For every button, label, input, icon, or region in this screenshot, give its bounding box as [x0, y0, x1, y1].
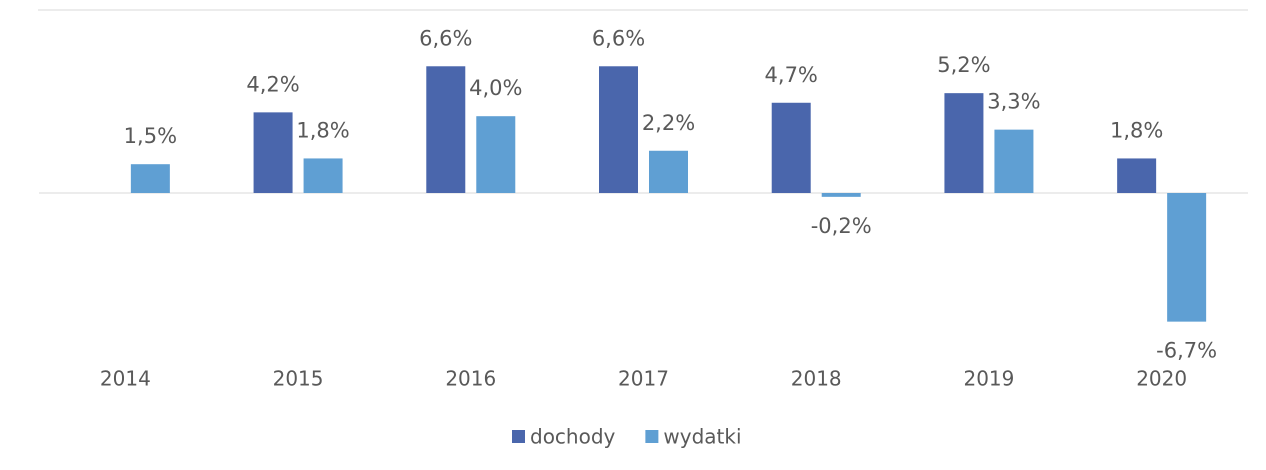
x-tick-label: 2014	[100, 367, 151, 391]
bar	[426, 66, 466, 193]
bar	[130, 164, 170, 193]
bar	[994, 129, 1034, 193]
data-label: 4,2%	[246, 72, 299, 96]
bar	[1167, 193, 1207, 322]
data-label: 6,6%	[592, 26, 645, 50]
data-label: 4,7%	[765, 63, 818, 87]
data-label: 6,6%	[419, 26, 472, 50]
x-tick-label: 2016	[445, 367, 496, 391]
data-label: 1,8%	[1110, 118, 1163, 142]
data-label: -0,2%	[811, 214, 872, 238]
data-label: -6,7%	[1156, 339, 1217, 363]
data-label: 5,2%	[937, 53, 990, 77]
x-tick-label: 2020	[1136, 367, 1187, 391]
legend-swatch	[512, 430, 525, 443]
bar	[253, 112, 293, 193]
data-label: 3,3%	[987, 90, 1040, 114]
legend-swatch	[645, 430, 659, 443]
bar	[649, 150, 688, 193]
legend-label: wydatki	[663, 425, 741, 449]
legend-label: dochody	[530, 425, 616, 449]
x-tick-label: 2017	[618, 367, 669, 391]
data-label: 4,0%	[469, 76, 522, 100]
bar	[476, 116, 516, 193]
x-tick-label: 2015	[273, 367, 324, 391]
bar	[771, 102, 811, 193]
bar	[599, 66, 638, 193]
bar	[944, 93, 984, 193]
bar	[821, 193, 861, 197]
x-tick-label: 2018	[791, 367, 842, 391]
bar	[1117, 158, 1157, 193]
bar	[303, 158, 343, 193]
data-label: 1,8%	[296, 118, 349, 142]
data-label: 2,2%	[642, 111, 695, 135]
data-label: 1,5%	[124, 124, 177, 148]
x-tick-label: 2019	[963, 367, 1014, 391]
